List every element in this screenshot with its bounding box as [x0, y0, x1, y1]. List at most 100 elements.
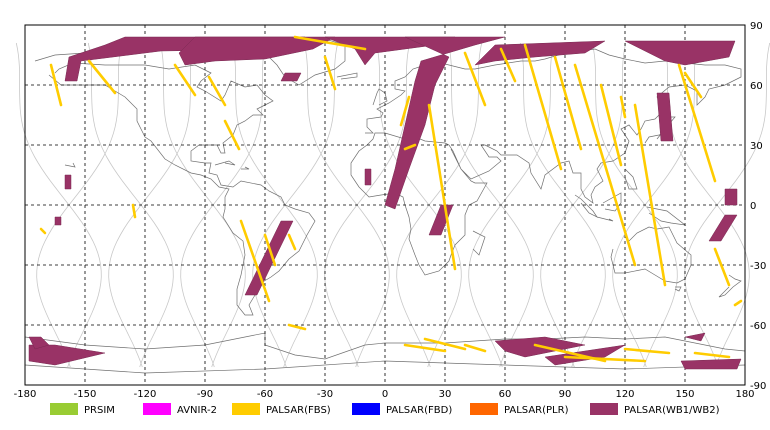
- coastline: [24, 332, 746, 360]
- coastline: [646, 206, 687, 226]
- wb-swath: [680, 358, 742, 370]
- coastline: [472, 230, 486, 256]
- wb-swath: [724, 188, 738, 206]
- coastline: [574, 194, 599, 218]
- palsar-wb-swaths: [28, 36, 742, 370]
- fbs-strip: [733, 299, 743, 307]
- fbs-strip: [619, 95, 627, 119]
- legend-label: PALSAR(FBS): [266, 405, 331, 416]
- fbs-strip: [39, 227, 47, 235]
- coastline: [718, 274, 742, 298]
- coastline: [241, 166, 250, 170]
- legend-label: PRSIM: [84, 405, 115, 416]
- coastline: [24, 360, 746, 374]
- fbs-strip: [239, 219, 271, 303]
- coastline: [624, 168, 638, 190]
- wb-swath: [474, 40, 606, 66]
- fbs-strip: [423, 337, 467, 351]
- lat-tick-label: 60: [750, 81, 763, 92]
- legend-label: AVNIR-2: [177, 405, 217, 416]
- fbs-strip: [499, 47, 517, 83]
- lat-tick-label: 90: [750, 21, 763, 32]
- lon-tick-label: 30: [439, 389, 452, 400]
- lat-tick-label: -30: [750, 261, 766, 272]
- lat-tick-label: 0: [750, 201, 756, 212]
- fbs-strip: [693, 351, 731, 359]
- fbs-strip: [323, 55, 337, 91]
- legend-swatch: [50, 403, 78, 415]
- legend-swatch: [232, 403, 260, 415]
- fbs-strip: [563, 355, 647, 363]
- lon-tick-label: 180: [735, 389, 754, 400]
- fbs-strip: [553, 55, 583, 151]
- fbs-strip: [49, 63, 63, 107]
- legend-swatch: [352, 403, 380, 415]
- legend: PRSIM AVNIR-2 PALSAR(FBS) PALSAR(FBD) PALSAR…: [50, 403, 720, 416]
- wb-swath: [364, 168, 372, 186]
- wb-swath: [28, 344, 106, 366]
- legend-swatch: [143, 403, 171, 415]
- fbs-strip: [173, 63, 197, 97]
- lon-tick-label: -90: [197, 389, 213, 400]
- fbs-strip: [677, 63, 717, 183]
- wb-swath: [708, 214, 738, 242]
- fbs-strip: [573, 63, 637, 267]
- legend-swatch: [470, 403, 498, 415]
- coastline: [214, 160, 236, 166]
- fbs-strip: [287, 323, 307, 331]
- fbs-strip: [403, 343, 447, 353]
- fbs-strip: [399, 95, 411, 127]
- fbs-strip: [287, 233, 297, 251]
- lon-tick-label: 60: [499, 389, 512, 400]
- lon-tick-label: -120: [134, 389, 157, 400]
- lon-tick-label: -180: [14, 389, 37, 400]
- map-frame: [24, 24, 746, 386]
- lon-tick-labels: -180 -150 -120 -90 -60 -30 0 30 60 90 120 150 180: [14, 389, 755, 400]
- coastline: [372, 88, 388, 106]
- wb-swath: [624, 40, 736, 66]
- fbs-strip: [623, 347, 671, 355]
- legend-label: PALSAR(WB1/WB2): [624, 405, 720, 416]
- fbs-strip: [683, 71, 703, 99]
- lon-tick-label: 90: [559, 389, 572, 400]
- wb-swath: [280, 72, 302, 82]
- coastline: [674, 286, 682, 292]
- wb-swath: [684, 332, 706, 342]
- fbs-strip: [403, 143, 417, 151]
- lon-tick-label: 150: [675, 389, 694, 400]
- fbs-strip: [427, 103, 457, 271]
- legend-label: PALSAR(FBD): [386, 405, 452, 416]
- wb-swath: [544, 344, 626, 366]
- lon-tick-label: 120: [615, 389, 634, 400]
- lon-tick-label: -30: [317, 389, 333, 400]
- lon-tick-label: -150: [74, 389, 97, 400]
- fbs-strip: [87, 59, 117, 95]
- coastline: [596, 216, 614, 222]
- fbs-strip: [713, 247, 731, 287]
- legend-swatch: [590, 403, 618, 415]
- legend-label: PALSAR(PLR): [504, 405, 569, 416]
- fbs-strip: [633, 103, 667, 287]
- fbs-strip: [599, 83, 623, 167]
- fbs-strip: [207, 75, 227, 107]
- coastline: [64, 162, 76, 168]
- fbs-strip: [223, 119, 241, 151]
- wb-swath: [54, 216, 62, 226]
- fbs-strip: [523, 43, 563, 171]
- wb-swath: [656, 92, 674, 142]
- fbs-strip: [463, 51, 487, 107]
- coastline: [336, 72, 358, 80]
- lat-tick-label: 30: [750, 141, 763, 152]
- fbs-strip: [463, 343, 487, 353]
- lat-tick-label: -60: [750, 321, 766, 332]
- lat-tick-labels: 90 60 30 0 -30 -60 -90: [750, 21, 766, 392]
- lat-tick-label: -90: [750, 381, 766, 392]
- wb-swath: [384, 36, 506, 210]
- lon-tick-label: -60: [257, 389, 273, 400]
- wb-swath: [64, 174, 72, 190]
- fbs-strip: [131, 203, 137, 219]
- palsar-fbs-strips: [39, 35, 743, 363]
- fbs-strip: [263, 233, 277, 267]
- lon-tick-label: 0: [382, 389, 388, 400]
